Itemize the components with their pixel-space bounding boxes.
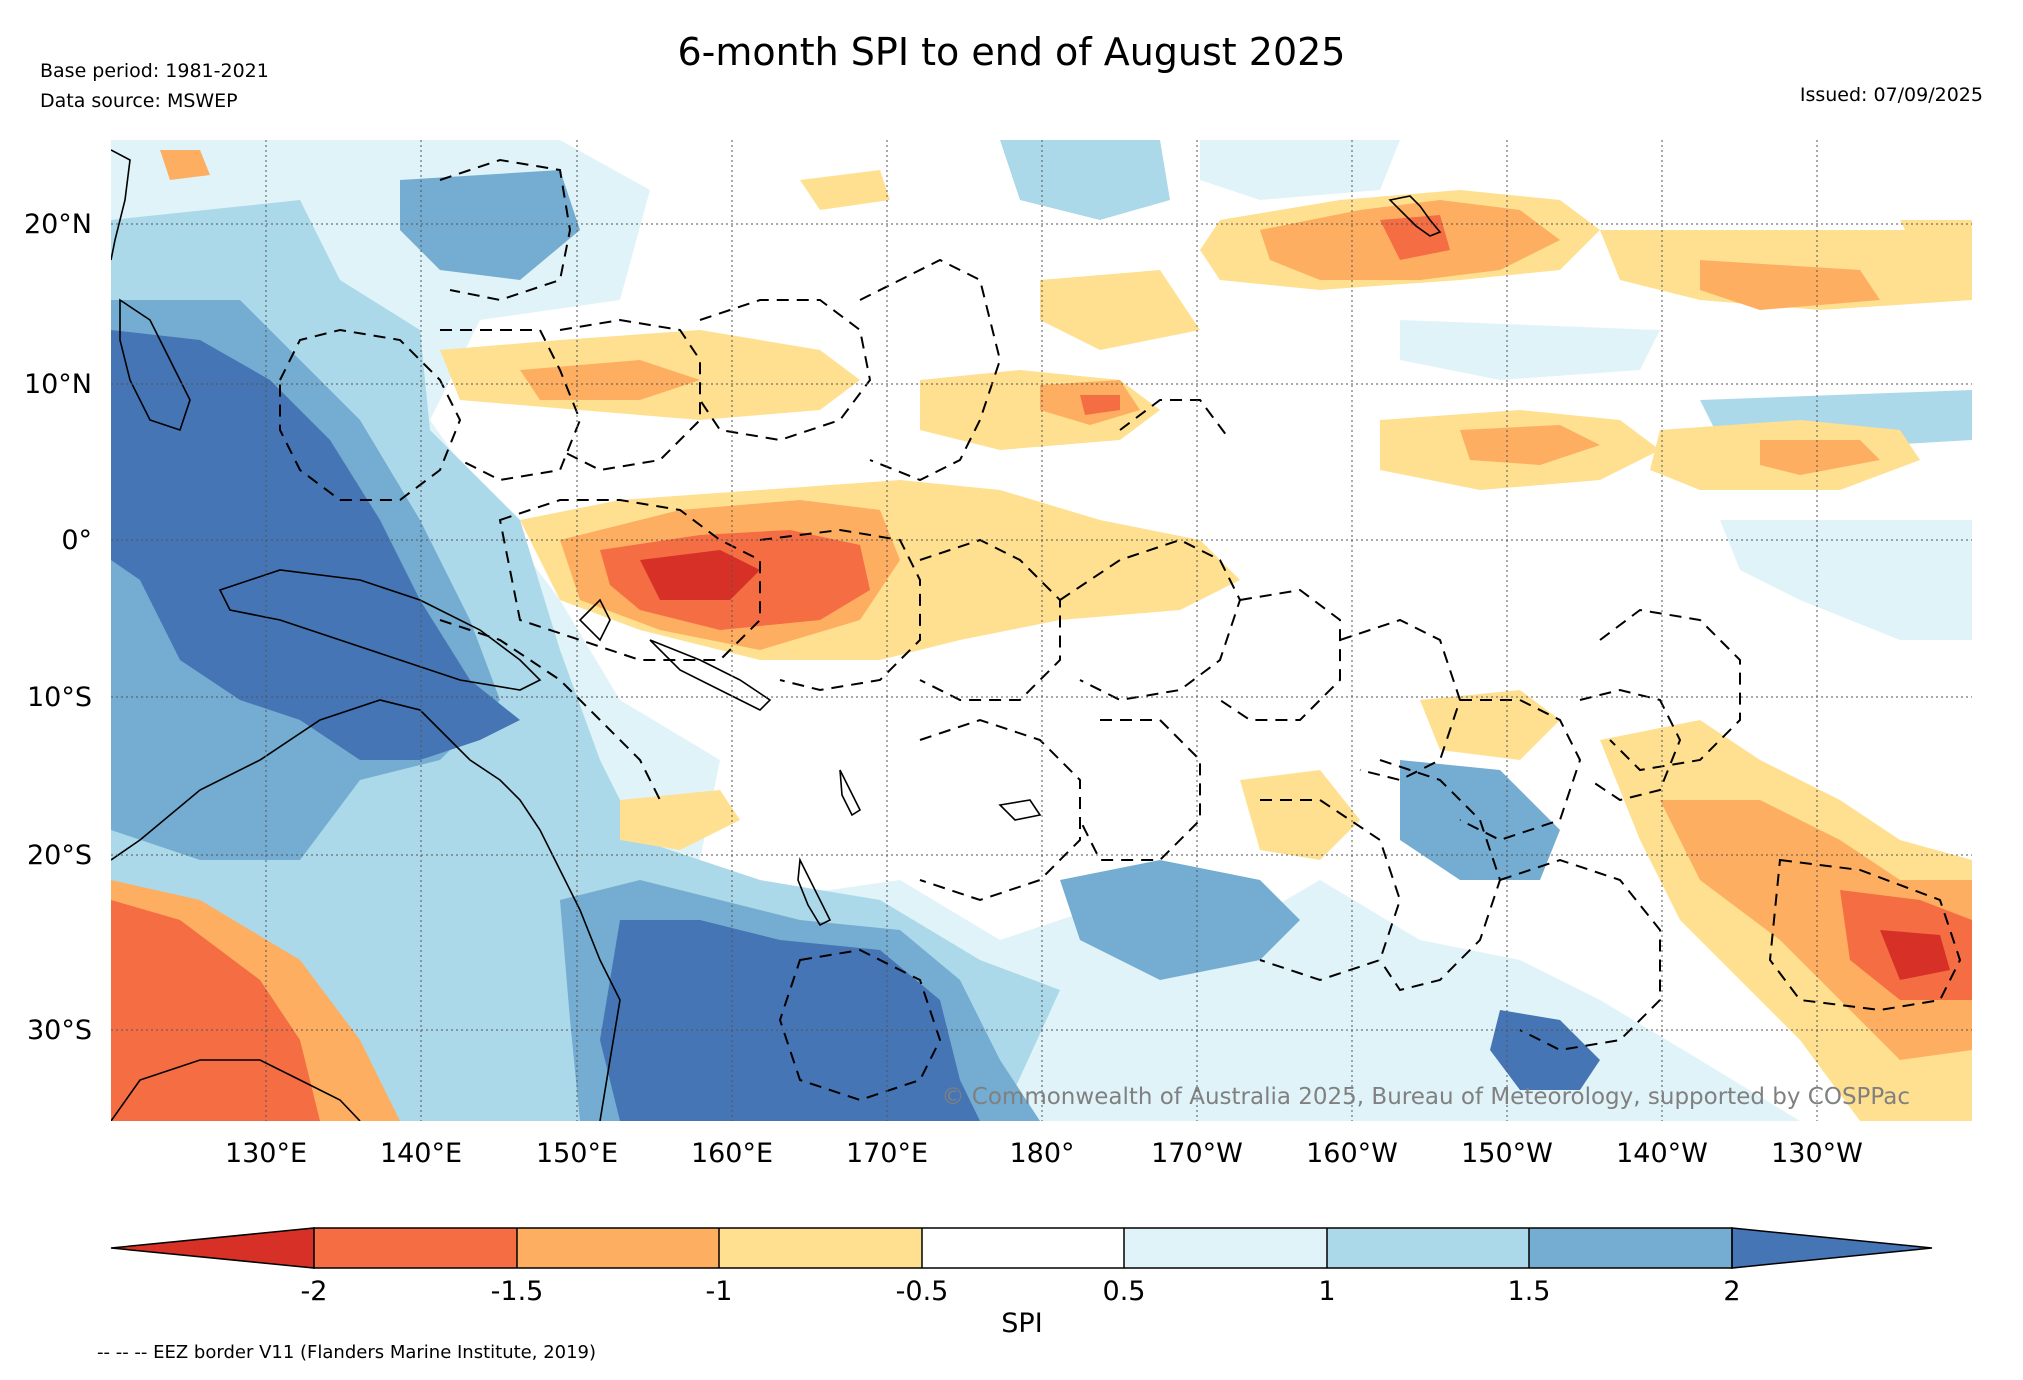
colorbar-tick-neg1-5: -1.5: [491, 1276, 544, 1307]
lat-label-10s: 10°S: [27, 682, 92, 713]
colorbar-segment-4: [922, 1228, 1124, 1268]
colorbar-segment-1: [314, 1228, 517, 1268]
data-source-text: Data source: MSWEP: [40, 90, 238, 112]
colorbar-segment-7: [1529, 1228, 1732, 1268]
lon-label-150w: 150°W: [1461, 1138, 1553, 1169]
colorbar: -2 -1.5 -1 -0.5 0.5 1 1.5 2 SPI: [110, 1227, 1933, 1339]
lon-label-140e: 140°E: [380, 1138, 462, 1169]
lat-label-20n: 20°N: [24, 209, 92, 240]
lon-label-150e: 150°E: [536, 1138, 618, 1169]
lon-label-130e: 130°E: [225, 1138, 307, 1169]
colorbar-segment-6: [1327, 1228, 1529, 1268]
issued-date: Issued: 07/09/2025: [1799, 84, 1983, 106]
eez-legend-footnote: -- -- -- EEZ border V11 (Flanders Marine…: [97, 1342, 597, 1363]
spi-field-wet: [111, 140, 1972, 1121]
lon-label-140w: 140°W: [1616, 1138, 1708, 1169]
colorbar-tick-1-5: 1.5: [1508, 1276, 1551, 1307]
lat-label-0: 0°: [61, 525, 92, 556]
colorbar-tick-neg0-5: -0.5: [896, 1276, 949, 1307]
copyright-text: © Commonwealth of Australia 2025, Bureau…: [941, 1084, 1910, 1110]
colorbar-extend-high: [1731, 1227, 1933, 1269]
map-area: © Commonwealth of Australia 2025, Bureau…: [111, 140, 1972, 1121]
colorbar-segment-2: [517, 1228, 719, 1268]
longitude-labels: 130°E 140°E 150°E 160°E 170°E 180° 170°W…: [225, 1138, 1863, 1169]
lon-label-170e: 170°E: [846, 1138, 928, 1169]
lat-label-20s: 20°S: [27, 840, 92, 871]
colorbar-segment-3: [719, 1228, 922, 1268]
lon-label-180: 180°: [1009, 1138, 1074, 1169]
metadata-block: Base period: 1981-2021 Data source: MSWE…: [40, 56, 269, 116]
lon-label-160e: 160°E: [691, 1138, 773, 1169]
latitude-labels: 20°N 10°N 0° 10°S 20°S 30°S: [24, 209, 92, 1046]
colorbar-tick-2: 2: [1723, 1276, 1740, 1307]
colorbar-tick-1: 1: [1318, 1276, 1335, 1307]
colorbar-tick-neg1: -1: [706, 1276, 733, 1307]
lon-label-170w: 170°W: [1151, 1138, 1243, 1169]
lon-label-160w: 160°W: [1306, 1138, 1398, 1169]
map-title: 6-month SPI to end of August 2025: [677, 30, 1346, 74]
colorbar-frame: [313, 1227, 1733, 1269]
graticule: [111, 140, 1972, 1121]
lat-label-30s: 30°S: [27, 1015, 92, 1046]
lon-label-130w: 130°W: [1771, 1138, 1863, 1169]
base-period-text: Base period: 1981-2021: [40, 60, 269, 82]
colorbar-extend-low: [110, 1227, 315, 1269]
colorbar-segment-5: [1124, 1228, 1327, 1268]
colorbar-tick-neg2: -2: [301, 1276, 328, 1307]
lat-label-10n: 10°N: [24, 369, 92, 400]
colorbar-label: SPI: [1001, 1308, 1042, 1339]
colorbar-tick-0-5: 0.5: [1103, 1276, 1146, 1307]
colorbar-dividers: [516, 1228, 1530, 1268]
coastlines: [111, 149, 1442, 1121]
eez-borders: [279, 158, 1962, 1102]
